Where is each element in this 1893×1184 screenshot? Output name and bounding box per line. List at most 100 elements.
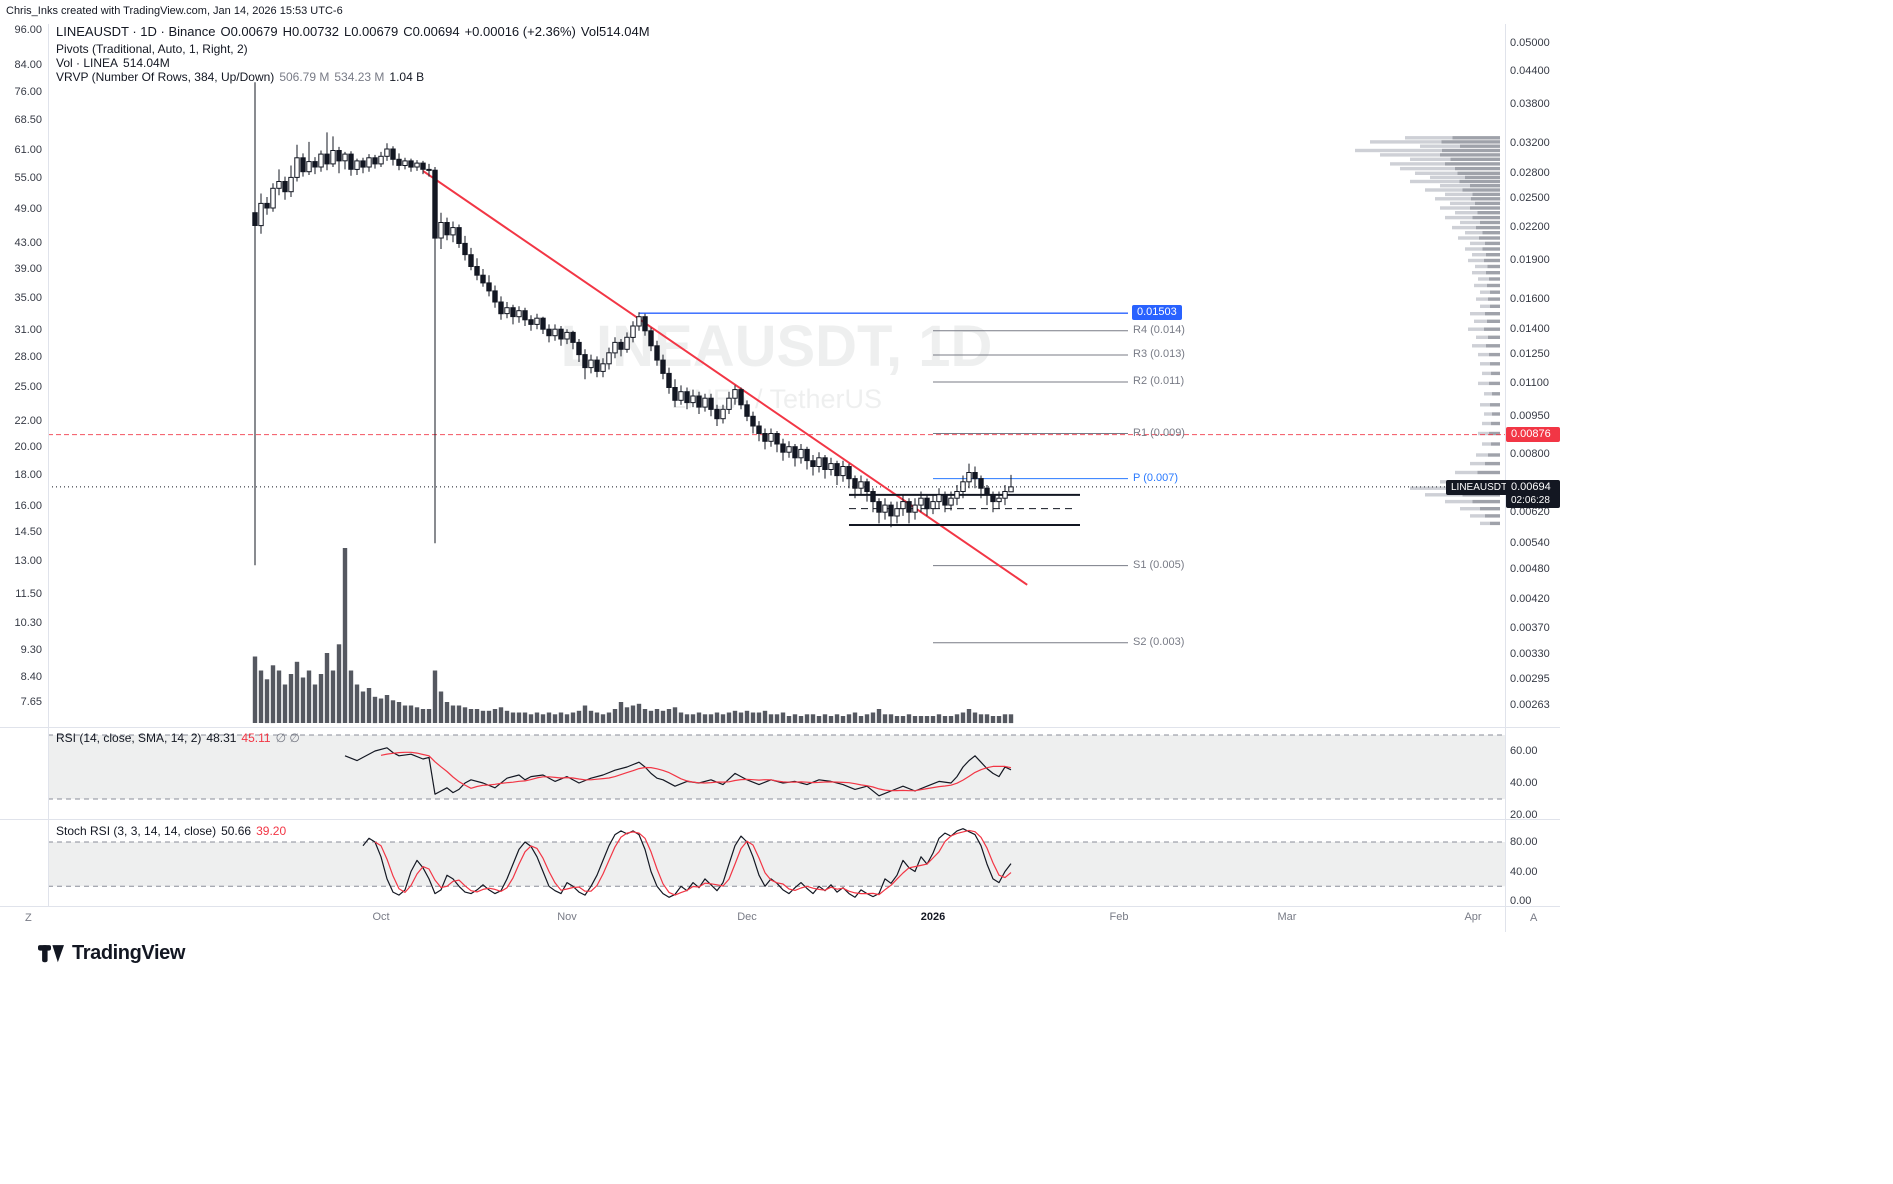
right-axis-tick: 0.00800	[1510, 448, 1550, 461]
vrvp-indicator-legend[interactable]: VRVP (Number Of Rows, 384, Up/Down) 506.…	[56, 70, 424, 84]
left-axis-tick: 22.00	[14, 415, 42, 428]
legend-volume: Vol514.04M	[580, 24, 650, 39]
right-axis-tick: 0.00950	[1510, 409, 1550, 422]
vrvp-legend-title: VRVP (Number Of Rows, 384, Up/Down)	[56, 70, 275, 84]
right-axis-tick: 0.00263	[1510, 698, 1550, 711]
time-axis-label-oct: Oct	[372, 911, 390, 923]
left-axis-tick: 31.00	[14, 324, 42, 337]
time-axis-label-dec: Dec	[737, 911, 757, 923]
stoch-axis-tick: 40.00	[1510, 865, 1538, 878]
left-axis-tick: 25.00	[14, 381, 42, 394]
legend-high: H0.00732	[282, 24, 339, 39]
left-axis-tick: 20.00	[14, 440, 42, 453]
rsi-value: 48.31	[206, 731, 237, 745]
legend-close: C0.00694	[403, 24, 460, 39]
rsi-ma-value: 45.11	[241, 731, 271, 745]
right-axis-tick: 0.02500	[1510, 192, 1550, 205]
pivot-level-label: S2 (0.003)	[1133, 635, 1185, 648]
left-axis-tick: 35.00	[14, 292, 42, 305]
right-axis-tick: 0.00540	[1510, 536, 1550, 549]
left-axis-tick: 61.00	[14, 144, 42, 157]
stoch-rsi-indicator-legend[interactable]: Stoch RSI (3, 3, 14, 14, close) 50.66 39…	[56, 824, 286, 838]
bar-countdown: 02:06:28	[1511, 494, 1550, 506]
current-price-label: 0.00694 02:06:28	[1506, 479, 1560, 508]
tradingview-logo[interactable]: TradingView	[38, 942, 185, 965]
pivot-level-label: R1 (0.009)	[1133, 426, 1185, 439]
legend-symbol-title: LINEAUSDT · 1D · Binance	[56, 24, 216, 39]
left-axis-tick: 18.00	[14, 468, 42, 481]
time-axis-label-apr: Apr	[1464, 911, 1482, 923]
right-axis-tick: 0.03800	[1510, 98, 1550, 111]
time-axis-label-mar: Mar	[1277, 911, 1297, 923]
legend-low: L0.00679	[343, 24, 399, 39]
right-axis-tick: 0.00420	[1510, 593, 1550, 606]
left-axis-tick: 84.00	[14, 59, 42, 72]
left-axis-tick: 16.00	[14, 500, 42, 513]
right-axis-tick: 0.01250	[1510, 348, 1550, 361]
pivot-level-label: S1 (0.005)	[1133, 558, 1185, 571]
rsi-axis-tick: 40.00	[1510, 777, 1538, 790]
left-axis-tick: 68.50	[14, 113, 42, 126]
tradingview-wordmark: TradingView	[72, 942, 186, 964]
legend-change: +0.00016 (+2.36%)	[464, 24, 576, 39]
stoch-legend-title: Stoch RSI (3, 3, 14, 14, close)	[56, 824, 217, 838]
right-axis-tick: 0.00295	[1510, 672, 1550, 685]
left-axis-tick: 13.00	[14, 555, 42, 568]
right-axis-tick: 0.03200	[1510, 136, 1550, 149]
right-axis-tick: 0.01400	[1510, 322, 1550, 335]
left-axis-tick: 43.00	[14, 237, 42, 250]
left-axis-tick: 10.30	[14, 617, 42, 630]
left-axis-tick: 7.65	[20, 696, 42, 709]
auto-scale-button[interactable]: A	[1530, 912, 1538, 924]
ray-price-label: 0.01503	[1132, 305, 1182, 321]
stoch-d-value: 39.20	[256, 824, 287, 838]
right-axis-tick: 0.02200	[1510, 221, 1550, 234]
rsi-legend-title: RSI (14, close, SMA, 14, 2)	[56, 731, 202, 745]
right-axis-tick: 0.02800	[1510, 166, 1550, 179]
volume-indicator-legend[interactable]: Vol · LINEA 514.04M	[56, 56, 170, 70]
right-axis-tick: 0.00480	[1510, 563, 1550, 576]
symbol-price-tag: LINEAUSDT	[1446, 479, 1513, 495]
right-axis-tick: 0.00370	[1510, 621, 1550, 634]
left-axis-tick: 28.00	[14, 351, 42, 364]
pivot-level-label: R4 (0.014)	[1133, 323, 1185, 336]
timezone-button[interactable]: Z	[25, 912, 32, 924]
vrvp-up-volume: 506.79 M	[279, 70, 330, 84]
volume-legend-value: 514.04M	[123, 56, 170, 70]
vrvp-down-volume: 534.23 M	[334, 70, 385, 84]
pivots-indicator-legend[interactable]: Pivots (Traditional, Auto, 1, Right, 2)	[56, 42, 248, 56]
pivot-level-label: R3 (0.013)	[1133, 347, 1185, 360]
left-axis-tick: 11.50	[15, 587, 42, 600]
main-series-legend[interactable]: LINEAUSDT · 1D · Binance O0.00679 H0.007…	[56, 24, 650, 39]
left-axis-tick: 39.00	[14, 263, 42, 276]
alert-price-label: 0.00876	[1506, 426, 1560, 442]
left-axis-tick: 9.30	[20, 644, 42, 657]
pivots-legend-title: Pivots (Traditional, Auto, 1, Right, 2)	[56, 42, 248, 56]
pivot-level-label: P (0.007)	[1133, 471, 1179, 484]
left-axis-tick: 14.50	[14, 526, 42, 539]
right-axis-tick: 0.01900	[1510, 254, 1550, 266]
right-axis-tick: 0.05000	[1510, 36, 1550, 49]
time-axis-label-feb: Feb	[1109, 911, 1129, 923]
rsi-indicator-legend[interactable]: RSI (14, close, SMA, 14, 2) 48.31 45.11 …	[56, 731, 300, 745]
right-axis-tick: 0.00330	[1510, 647, 1550, 660]
legend-open: O0.00679	[220, 24, 278, 39]
right-price-scale[interactable]	[1506, 24, 1560, 906]
stoch-k-value: 50.66	[221, 824, 252, 838]
stoch-axis-tick: 0.00	[1510, 895, 1532, 907]
rsi-hidden-values: ∅ ∅	[275, 731, 300, 745]
left-axis-tick: 96.00	[14, 24, 42, 36]
time-axis-label-nov: Nov	[557, 911, 577, 923]
time-scale[interactable]	[0, 906, 1560, 932]
right-axis-tick: 0.04400	[1510, 65, 1550, 78]
stoch-axis-tick: 80.00	[1510, 836, 1538, 848]
current-price-value: 0.00694	[1511, 480, 1551, 493]
tradingview-logo-icon	[38, 944, 64, 962]
left-axis-tick: 76.00	[14, 86, 42, 99]
volume-legend-title: Vol · LINEA	[56, 56, 119, 70]
right-axis-tick: 0.01100	[1510, 376, 1549, 389]
time-axis-label-2026: 2026	[920, 911, 946, 923]
right-axis-tick: 0.00620	[1510, 505, 1550, 518]
